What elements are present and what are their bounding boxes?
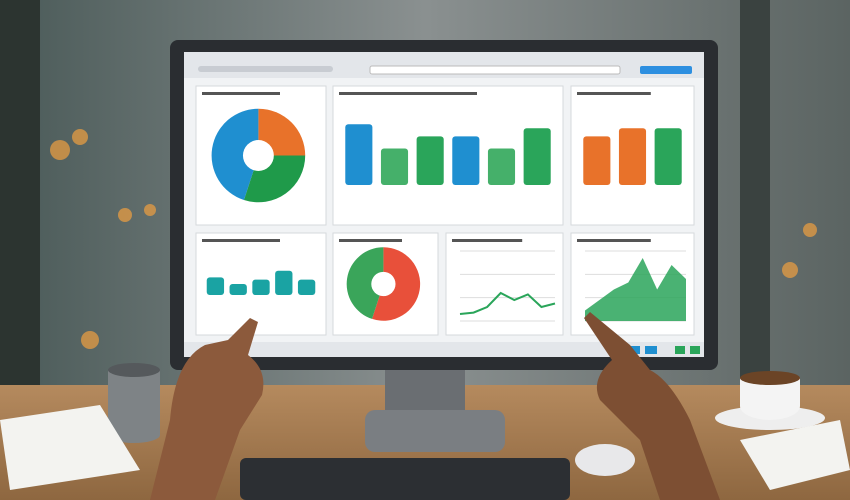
icon[interactable] (645, 346, 657, 354)
donut-hole (371, 271, 396, 297)
status-bar (184, 342, 704, 357)
search-bar (198, 66, 333, 72)
bar (380, 148, 409, 185)
mug-top (108, 363, 160, 377)
bar (452, 136, 480, 185)
button[interactable] (640, 66, 692, 74)
papers (740, 420, 850, 490)
donut-hole (242, 140, 274, 171)
coffee (740, 371, 800, 385)
coffee-cup (740, 378, 800, 420)
bar (618, 128, 647, 185)
bar (416, 136, 444, 185)
pie-slice (211, 108, 259, 201)
panel-header (339, 92, 477, 95)
monitor-stand (385, 365, 465, 415)
pie-slice (346, 247, 384, 319)
left-hand (150, 318, 264, 500)
bar (252, 279, 270, 295)
mug (108, 370, 160, 443)
panel-header (339, 239, 402, 242)
dashboard (195, 85, 695, 336)
line (459, 291, 556, 315)
mouse (575, 444, 635, 476)
bokeh (50, 129, 817, 349)
monitor-base (365, 410, 505, 452)
address-bar (369, 65, 621, 75)
icon[interactable] (690, 346, 700, 354)
window-frame (740, 0, 770, 400)
window-frame (0, 0, 40, 400)
right-hand (584, 312, 720, 500)
pie-slice (372, 247, 421, 321)
bar (206, 277, 225, 295)
pie-slice (258, 108, 306, 156)
panel-header (452, 239, 523, 242)
bar (229, 284, 247, 295)
panel-header (577, 92, 651, 95)
panel-header (202, 92, 280, 95)
bar (345, 124, 373, 185)
bar (487, 148, 516, 185)
bar (654, 128, 682, 185)
bar (275, 270, 293, 295)
panel-header (202, 239, 280, 242)
bar (297, 279, 316, 295)
papers (0, 405, 140, 490)
bar (583, 136, 611, 185)
area (585, 258, 686, 321)
keyboard (240, 458, 570, 500)
panel (445, 232, 564, 336)
bar (523, 128, 551, 185)
panel-header (577, 239, 651, 242)
icon[interactable] (675, 346, 685, 354)
